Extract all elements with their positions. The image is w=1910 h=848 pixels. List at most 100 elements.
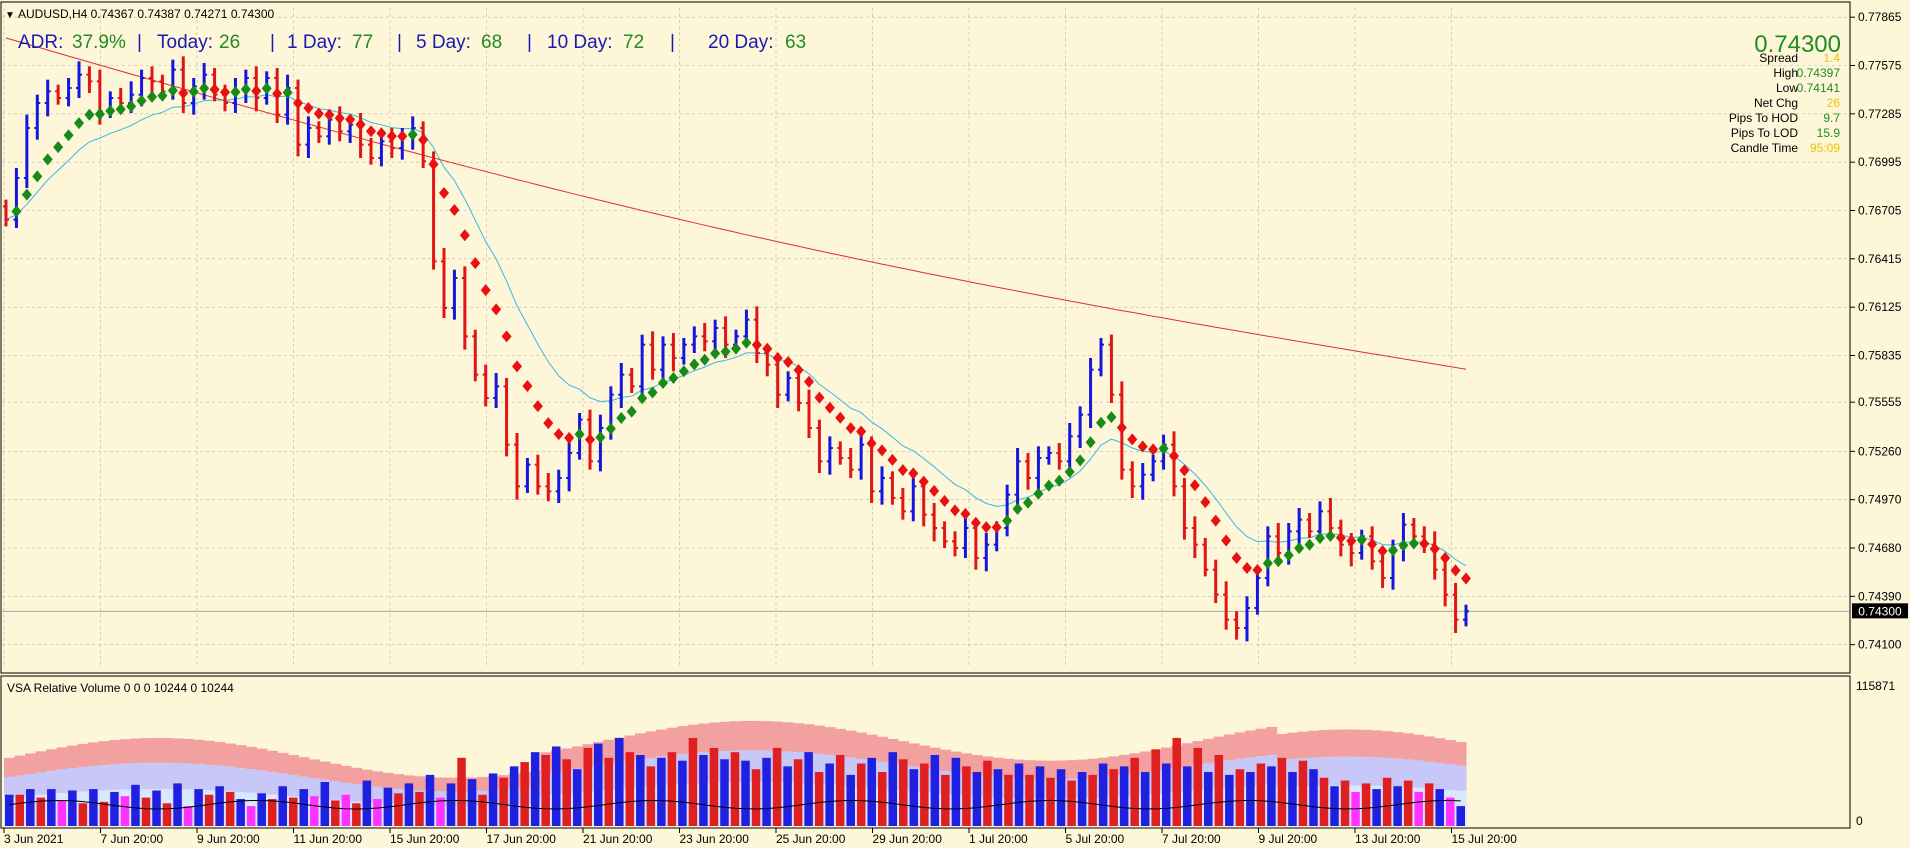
x-tick-label: 9 Jul 20:00 [1259,832,1318,846]
trend-dot-down [220,86,230,99]
sep-1: | [137,32,142,53]
trend-dot-down [804,375,814,388]
trend-dot-up [21,188,32,201]
trend-dot-down [856,425,867,438]
volume-bar [804,752,813,826]
x-tick-label: 29 Jun 20:00 [873,832,943,846]
volume-bar [899,759,908,826]
trend-dot-up [407,128,418,141]
volume-bar [152,790,161,826]
volume-bottom-label: 0 [1856,814,1863,828]
volume-bar [1456,806,1465,826]
volume-bar [320,781,330,826]
volume-bar [68,790,77,826]
volume-bar [551,746,561,826]
trend-dot-down [459,229,470,242]
volume-bar [762,757,771,826]
trend-dot-up [115,103,126,116]
volume-bar [835,755,845,826]
x-tick-label: 13 Jul 20:00 [1355,832,1421,846]
trend-dot-up [637,392,648,405]
trend-dot-down [303,101,314,114]
adr-bar: ADR: 37.9% | Today: 26 | 1 Day: 77 | 5 D… [18,32,806,53]
trend-dot-up [1106,411,1117,424]
sep-5: | [670,32,675,53]
trend-dot-up [605,422,616,435]
volume-bar [310,796,319,826]
trend-dot-down [1450,564,1461,577]
day1-label: 1 Day: [287,32,342,53]
volume-bar [646,766,656,826]
volume-bar [1098,763,1108,826]
trend-dot-down [845,422,856,435]
volume-bar [1046,777,1055,826]
volume-top-label: 115871 [1856,679,1895,693]
trend-dot-down [1116,421,1127,434]
trend-dot-up [84,108,95,121]
volume-bar [909,769,919,826]
trend-dot-up [1283,549,1294,562]
info-row-value: 9.7 [1823,111,1840,125]
volume-bar [1340,780,1350,826]
trend-dot-down [293,96,303,109]
trend-dot-up [11,205,22,218]
trend-dot-up [689,358,700,371]
volume-bar [1298,760,1308,826]
y-tick-label: 0.75555 [1858,395,1902,409]
trend-dot-down [1429,542,1440,555]
volume-bar [814,772,824,826]
volume-bar [204,794,214,826]
x-tick-label: 9 Jun 20:00 [197,832,260,846]
trend-dot-down [1137,440,1148,453]
volume-bar [5,794,14,826]
trend-dot-down [1148,443,1159,456]
trend-dot-up [94,108,105,121]
trend-dot-up [1388,544,1398,557]
trend-dot-up [105,104,116,117]
volume-bar [594,743,603,826]
trend-dot-down [1127,433,1138,446]
trend-dot-down [1440,552,1451,565]
trend-dot-down [480,284,491,297]
price-bars [3,56,1469,642]
trend-dot-down [918,475,929,488]
trend-dot-up [1054,474,1065,487]
trend-dot-down [824,401,835,414]
today-label: Today: [157,32,213,53]
trend-dot-up [678,365,689,378]
day10-label: 10 Day: [547,32,612,53]
trend-dot-down [960,507,971,520]
trend-dot-down [397,130,408,143]
trend-dot-up [668,371,679,384]
trend-dot-down [345,113,356,126]
volume-bar [194,789,203,826]
trend-dot-down [877,444,887,457]
trend-dot-up [1002,514,1013,527]
volume-bar [362,780,372,826]
volume-bar [1067,780,1076,826]
trend-dot-down [1210,514,1221,527]
trend-dot-down [783,355,794,368]
volume-bar [110,791,119,826]
y-tick-label: 0.74100 [1858,638,1902,652]
trend-dot-down [1200,496,1211,509]
trend-dot-down [897,464,908,477]
info-row-value: 95:09 [1810,141,1840,155]
trend-dot-up [647,386,658,399]
volume-bar [1035,766,1045,826]
volume-panel-frame [0,675,1851,829]
volume-bar [488,773,498,826]
adr-label: ADR: [18,32,63,53]
volume-bar [772,747,782,826]
volume-bar [1130,757,1139,826]
trend-dot-down [439,186,449,199]
trend-dot-down [929,484,940,497]
volume-bar [1193,747,1203,826]
chart-menu-arrow[interactable]: ▼ [5,10,15,21]
trend-dot-up [53,141,64,154]
trend-dot-down [501,330,512,343]
info-row-label: High [1773,66,1798,80]
trend-dot-up [157,89,168,102]
trend-dot-up [1158,442,1169,455]
